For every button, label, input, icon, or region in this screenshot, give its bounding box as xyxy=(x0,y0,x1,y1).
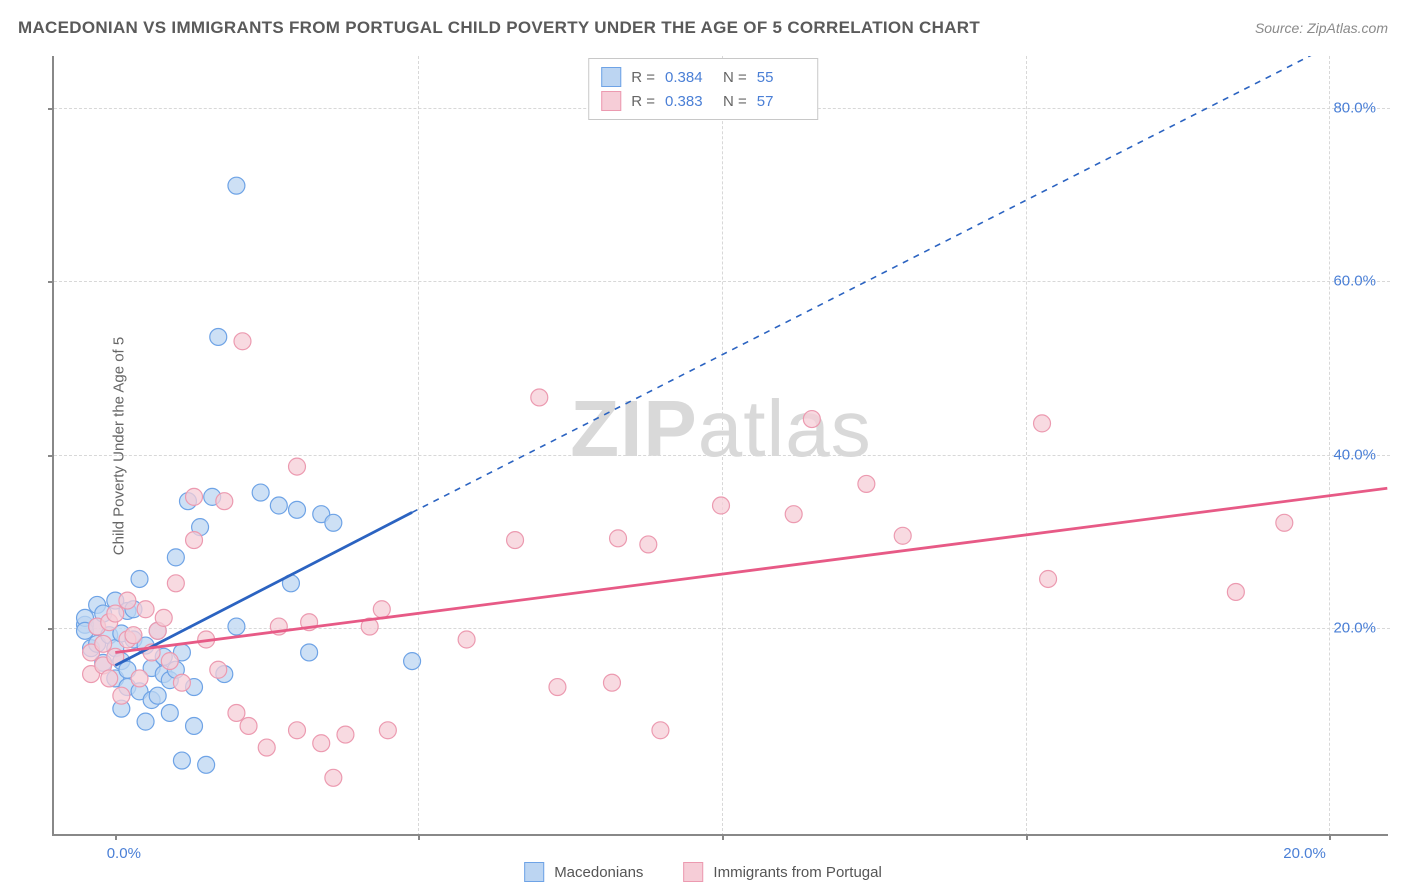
legend-swatch xyxy=(601,67,621,87)
data-point xyxy=(313,735,330,752)
data-point xyxy=(173,674,190,691)
x-tick-label: 0.0% xyxy=(107,845,141,862)
data-point xyxy=(610,530,627,547)
data-point xyxy=(640,536,657,553)
legend-series-label: Macedonians xyxy=(554,864,643,881)
source-prefix: Source: xyxy=(1255,20,1307,36)
data-point xyxy=(234,333,251,350)
data-point xyxy=(325,769,342,786)
data-point xyxy=(155,609,172,626)
data-point xyxy=(119,592,136,609)
tick-x xyxy=(1329,834,1331,840)
legend-swatch xyxy=(683,862,703,882)
data-point xyxy=(252,484,269,501)
data-point xyxy=(301,644,318,661)
data-point xyxy=(101,670,118,687)
data-point xyxy=(1276,514,1293,531)
data-point xyxy=(228,704,245,721)
legend-bottom-item: Macedonians xyxy=(524,862,643,882)
trend-line-dashed xyxy=(412,56,1327,512)
data-point xyxy=(652,722,669,739)
data-point xyxy=(549,679,566,696)
data-point xyxy=(325,514,342,531)
data-point xyxy=(149,687,166,704)
data-point xyxy=(289,501,306,518)
source-label: Source: ZipAtlas.com xyxy=(1255,20,1388,36)
chart-svg xyxy=(54,56,1388,834)
data-point xyxy=(186,488,203,505)
legend-r-label: R = xyxy=(631,93,655,110)
legend-top-row: R = 0.384 N = 55 xyxy=(601,65,805,89)
data-point xyxy=(125,627,142,644)
data-point xyxy=(373,601,390,618)
data-point xyxy=(240,717,257,734)
plot-area: ZIPatlas 20.0%40.0%60.0%80.0%0.0%20.0% xyxy=(52,56,1388,836)
legend-r-value: 0.383 xyxy=(665,93,713,110)
data-point xyxy=(458,631,475,648)
data-point xyxy=(167,549,184,566)
trend-line-solid xyxy=(115,512,412,665)
data-point xyxy=(131,571,148,588)
trend-line-solid xyxy=(115,488,1387,652)
data-point xyxy=(270,497,287,514)
legend-top: R = 0.384 N = 55 R = 0.383 N = 57 xyxy=(588,58,818,120)
data-point xyxy=(95,635,112,652)
data-point xyxy=(603,674,620,691)
data-point xyxy=(216,493,233,510)
data-point xyxy=(289,722,306,739)
data-point xyxy=(167,575,184,592)
x-tick-label: 20.0% xyxy=(1283,845,1326,862)
tick-x xyxy=(115,834,117,840)
data-point xyxy=(404,653,421,670)
tick-x xyxy=(1026,834,1028,840)
data-point xyxy=(228,618,245,635)
legend-swatch xyxy=(601,91,621,111)
data-point xyxy=(107,605,124,622)
data-point xyxy=(858,475,875,492)
data-point xyxy=(228,177,245,194)
legend-swatch xyxy=(524,862,544,882)
data-point xyxy=(803,411,820,428)
data-point xyxy=(161,653,178,670)
data-point xyxy=(137,713,154,730)
data-point xyxy=(198,756,215,773)
data-point xyxy=(113,687,130,704)
chart-title: MACEDONIAN VS IMMIGRANTS FROM PORTUGAL C… xyxy=(18,18,980,38)
data-point xyxy=(258,739,275,756)
legend-r-label: R = xyxy=(631,69,655,86)
legend-series-label: Immigrants from Portugal xyxy=(713,864,881,881)
data-point xyxy=(186,717,203,734)
legend-n-value: 57 xyxy=(757,93,805,110)
data-point xyxy=(1227,583,1244,600)
legend-bottom: Macedonians Immigrants from Portugal xyxy=(524,862,882,882)
legend-r-value: 0.384 xyxy=(665,69,713,86)
data-point xyxy=(894,527,911,544)
data-point xyxy=(337,726,354,743)
data-point xyxy=(1040,571,1057,588)
legend-n-label: N = xyxy=(723,69,747,86)
data-point xyxy=(289,458,306,475)
data-point xyxy=(507,532,524,549)
title-bar: MACEDONIAN VS IMMIGRANTS FROM PORTUGAL C… xyxy=(18,18,1388,38)
tick-x xyxy=(722,834,724,840)
data-point xyxy=(379,722,396,739)
data-point xyxy=(785,506,802,523)
data-point xyxy=(210,328,227,345)
data-point xyxy=(1034,415,1051,432)
data-point xyxy=(131,670,148,687)
legend-n-label: N = xyxy=(723,93,747,110)
legend-n-value: 55 xyxy=(757,69,805,86)
data-point xyxy=(531,389,548,406)
data-point xyxy=(186,532,203,549)
data-point xyxy=(173,752,190,769)
data-point xyxy=(137,601,154,618)
source-name: ZipAtlas.com xyxy=(1307,20,1388,36)
data-point xyxy=(713,497,730,514)
data-point xyxy=(210,661,227,678)
legend-top-row: R = 0.383 N = 57 xyxy=(601,89,805,113)
data-point xyxy=(161,704,178,721)
legend-bottom-item: Immigrants from Portugal xyxy=(683,862,881,882)
tick-x xyxy=(418,834,420,840)
